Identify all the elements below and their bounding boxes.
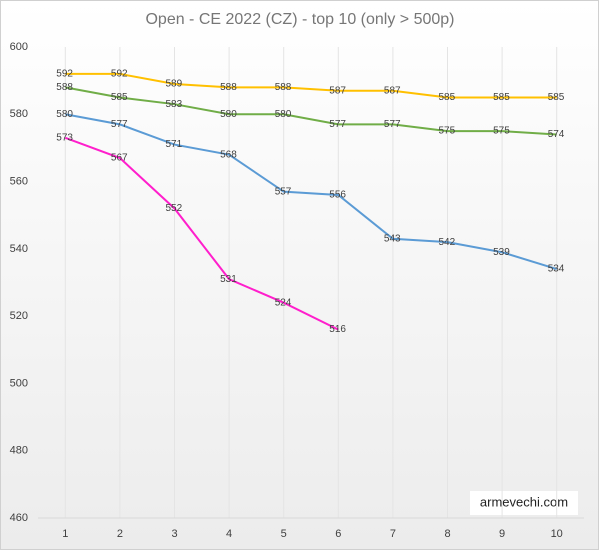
data-label: 577: [111, 119, 128, 130]
y-tick-label: 480: [10, 445, 28, 457]
x-tick-label: 8: [444, 528, 450, 540]
x-tick-label: 7: [390, 528, 396, 540]
data-label: 573: [56, 132, 73, 143]
data-label: 556: [329, 190, 346, 201]
data-label: 585: [548, 92, 565, 103]
data-label: 571: [166, 139, 183, 150]
x-tick-label: 4: [226, 528, 232, 540]
data-label: 580: [56, 109, 73, 120]
series-line: [65, 72, 557, 99]
data-label: 580: [275, 109, 292, 120]
y-tick-label: 540: [10, 243, 28, 255]
y-tick-label: 500: [10, 377, 28, 389]
data-label: 592: [111, 69, 128, 80]
series-line: [65, 113, 557, 270]
x-tick-label: 10: [551, 528, 563, 540]
data-label: 543: [384, 233, 401, 244]
series-line: [64, 136, 339, 331]
chart-title: Open - CE 2022 (CZ) - top 10 (only > 500…: [145, 11, 454, 28]
data-label: 587: [329, 85, 346, 96]
data-label: 542: [439, 237, 456, 248]
watermark: armevechi.com: [480, 494, 568, 509]
data-label: 552: [166, 203, 183, 214]
data-label: 516: [329, 324, 346, 335]
data-label: 592: [56, 69, 73, 80]
data-label: 585: [439, 92, 456, 103]
x-tick-label: 5: [281, 528, 287, 540]
data-label: 557: [275, 186, 292, 197]
data-label: 534: [548, 264, 565, 275]
data-label: 583: [166, 99, 183, 110]
data-label: 577: [329, 119, 346, 130]
data-label: 588: [220, 82, 237, 93]
data-label: 588: [56, 82, 73, 93]
data-label: 567: [111, 153, 128, 164]
data-label: 568: [220, 149, 237, 160]
data-label: 524: [275, 297, 292, 308]
data-label: 575: [439, 126, 456, 137]
y-tick-label: 460: [10, 512, 28, 524]
data-label: 577: [384, 119, 401, 130]
data-label: 539: [493, 247, 510, 258]
watermark-box: [470, 491, 578, 515]
data-label: 574: [548, 129, 565, 140]
series-line: [65, 86, 557, 136]
data-label: 589: [166, 79, 183, 90]
data-label: 588: [275, 82, 292, 93]
x-tick-label: 9: [499, 528, 505, 540]
data-label: 585: [111, 92, 128, 103]
y-tick-label: 560: [10, 175, 28, 187]
y-tick-label: 520: [10, 310, 28, 322]
data-label: 531: [220, 274, 237, 285]
x-tick-label: 2: [117, 528, 123, 540]
data-label: 587: [384, 85, 401, 96]
x-tick-label: 3: [171, 528, 177, 540]
x-tick-label: 6: [335, 528, 341, 540]
data-label: 580: [220, 109, 237, 120]
x-tick-label: 1: [62, 528, 68, 540]
data-label: 575: [493, 126, 510, 137]
y-tick-label: 580: [10, 108, 28, 120]
data-label: 585: [493, 92, 510, 103]
y-tick-label: 600: [10, 41, 28, 53]
